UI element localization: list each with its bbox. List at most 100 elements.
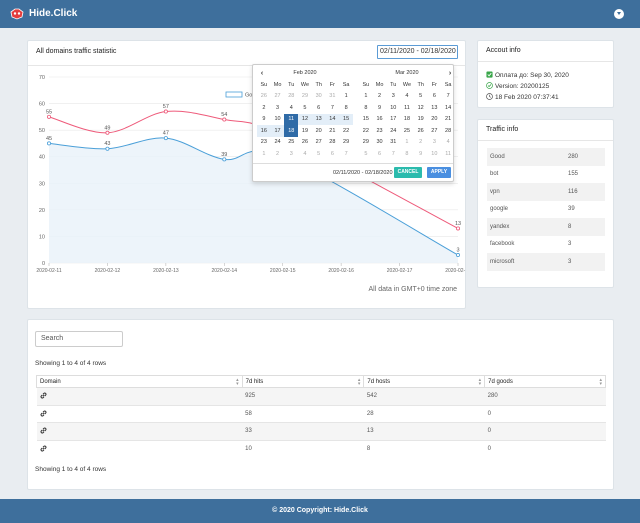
calendar-day[interactable]: 11 — [404, 104, 410, 111]
calendar-day[interactable]: 7 — [344, 150, 348, 157]
calendar-day[interactable]: 2 — [419, 139, 423, 146]
calendar-day[interactable]: 4 — [446, 139, 450, 146]
link-icon[interactable] — [40, 445, 47, 452]
brand-name[interactable]: Hide.Click — [29, 8, 78, 19]
link-icon[interactable] — [40, 427, 47, 434]
date-range-input[interactable]: 02/11/2020 - 02/18/2020 — [377, 45, 458, 59]
calendar-day[interactable]: 5 — [303, 104, 307, 111]
calendar-day[interactable]: 27 — [315, 139, 322, 146]
calendar-day[interactable]: 22 — [362, 127, 369, 134]
calendar-day[interactable]: 30 — [376, 139, 383, 146]
calendar-day[interactable]: 6 — [432, 93, 436, 100]
calendar-day[interactable]: 6 — [378, 150, 382, 157]
calendar-day[interactable]: 6 — [317, 104, 321, 111]
calendar-day[interactable]: 20 — [431, 116, 438, 123]
calendar-day[interactable]: 12 — [417, 104, 424, 111]
calendar-day[interactable]: 20 — [315, 127, 322, 134]
calendar-day[interactable]: 23 — [376, 127, 383, 134]
calendar-day[interactable]: 18 — [403, 116, 411, 123]
calendar-day[interactable]: 7 — [330, 104, 334, 111]
calendar-day[interactable]: 3 — [391, 93, 395, 100]
calendar-day[interactable]: 22 — [343, 127, 350, 134]
calendar-day[interactable]: 17 — [270, 125, 285, 137]
column-header-goods[interactable]: 7d goods ▴ ▾ — [484, 375, 606, 388]
calendar-day[interactable]: 29 — [362, 139, 369, 146]
calendar-day[interactable]: 30 — [315, 93, 322, 100]
calendar-day[interactable]: 28 — [288, 93, 295, 100]
calendar-day[interactable]: 26 — [301, 139, 309, 146]
calendar-day[interactable]: 31 — [329, 93, 336, 100]
prev-month-icon[interactable]: ‹ — [260, 70, 264, 77]
calendar-day[interactable]: 3 — [432, 139, 436, 146]
calendar-day[interactable]: 14 — [325, 113, 340, 125]
calendar-day[interactable]: 8 — [405, 150, 409, 157]
calendar-day[interactable]: 28 — [329, 139, 336, 146]
calendar-day[interactable]: 7 — [446, 93, 450, 100]
calendar-day[interactable]: 10 — [274, 116, 281, 123]
calendar-day[interactable]: 1 — [262, 150, 266, 157]
user-menu-toggle-icon[interactable] — [614, 9, 624, 19]
calendar-day[interactable]: 17 — [390, 116, 397, 123]
calendar-day[interactable]: 27 — [274, 93, 281, 100]
calendar-day[interactable]: 13 — [431, 104, 438, 111]
column-header-hits[interactable]: 7d hits ▴ ▾ — [241, 375, 365, 388]
calendar-day[interactable]: 10 — [431, 150, 438, 157]
calendar-day[interactable]: 24 — [390, 127, 397, 134]
next-month-icon[interactable]: › — [448, 70, 452, 77]
calendar-day[interactable]: 21 — [445, 116, 452, 123]
column-header-domain[interactable]: Domain ▴ ▾ — [36, 375, 243, 388]
calendar-day[interactable]: 8 — [344, 104, 348, 111]
link-icon[interactable] — [40, 392, 47, 399]
calendar-day[interactable]: 9 — [419, 150, 423, 157]
calendar-day[interactable]: 31 — [390, 139, 397, 146]
calendar-day[interactable]: 29 — [343, 139, 350, 146]
calendar-day[interactable]: 4 — [405, 93, 409, 100]
calendar-day[interactable]: 1 — [344, 93, 348, 100]
calendar-day[interactable]: 29 — [301, 93, 309, 100]
calendar-day[interactable]: 9 — [378, 104, 382, 111]
column-header-hosts[interactable]: 7d hosts ▴ ▾ — [363, 375, 486, 388]
calendar-day[interactable]: 8 — [364, 104, 368, 111]
calendar-day[interactable]: 18 — [284, 125, 299, 137]
calendar-day[interactable]: 2 — [262, 104, 266, 111]
calendar-day[interactable]: 23 — [260, 139, 267, 146]
search-input[interactable]: Search — [35, 331, 123, 347]
calendar-day[interactable]: 2 — [276, 150, 280, 157]
calendar-day[interactable]: 26 — [417, 127, 424, 134]
cancel-button[interactable]: CANCEL — [394, 167, 422, 178]
calendar-day[interactable]: 15 — [339, 113, 353, 125]
calendar-day[interactable]: 5 — [364, 150, 368, 157]
calendar-day[interactable]: 16 — [376, 116, 383, 123]
calendar-day[interactable]: 2 — [378, 93, 382, 100]
calendar-day[interactable]: 24 — [274, 139, 281, 146]
calendar-day[interactable]: 10 — [390, 104, 397, 111]
calendar-day[interactable]: 25 — [403, 127, 411, 134]
calendar-day[interactable]: 5 — [419, 93, 423, 100]
calendar-day[interactable]: 4 — [289, 104, 293, 111]
calendar-day[interactable]: 19 — [301, 127, 309, 134]
calendar-day[interactable]: 16 — [257, 125, 271, 137]
calendar-day[interactable]: 28 — [445, 127, 452, 134]
calendar-day[interactable]: 15 — [362, 116, 369, 123]
calendar-day[interactable]: 5 — [317, 150, 321, 157]
calendar-day[interactable]: 21 — [329, 127, 336, 134]
calendar-day[interactable]: 13 — [311, 113, 326, 125]
calendar-day[interactable]: 26 — [260, 93, 267, 100]
link-icon[interactable] — [40, 410, 47, 417]
calendar-day[interactable]: 11 — [445, 150, 451, 157]
calendar-day[interactable]: 12 — [298, 113, 312, 125]
calendar-day[interactable]: 6 — [330, 150, 334, 157]
apply-button[interactable]: APPLY — [427, 167, 451, 178]
calendar-day[interactable]: 7 — [391, 150, 395, 157]
calendar-day[interactable]: 14 — [445, 104, 452, 111]
calendar-day[interactable]: 3 — [289, 150, 293, 157]
calendar-day[interactable]: 11 — [284, 113, 299, 125]
calendar-day[interactable]: 25 — [288, 139, 295, 146]
calendar-day[interactable]: 27 — [431, 127, 438, 134]
calendar-day[interactable]: 19 — [417, 116, 424, 123]
calendar-day[interactable]: 1 — [405, 139, 409, 146]
calendar-day[interactable]: 9 — [262, 116, 266, 123]
calendar-day[interactable]: 4 — [303, 150, 307, 157]
calendar-day[interactable]: 1 — [364, 93, 368, 100]
calendar-day[interactable]: 3 — [276, 104, 280, 111]
